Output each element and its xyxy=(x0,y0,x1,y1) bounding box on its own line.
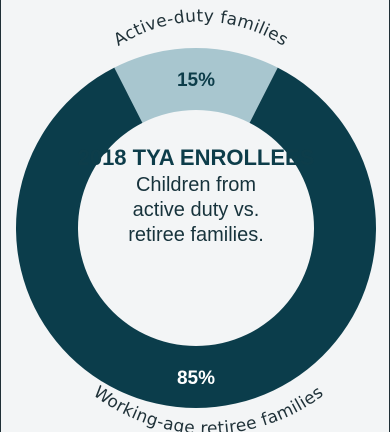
subtitle-line: retiree families. xyxy=(128,224,264,246)
slice-value-retiree: 85% xyxy=(177,368,215,389)
donut-slice-0 xyxy=(114,48,278,123)
slice-value-active-duty: 15% xyxy=(177,70,215,91)
subtitle-line: Children from xyxy=(135,174,257,196)
donut-slices xyxy=(15,48,376,408)
donut-slice-1 xyxy=(15,67,376,408)
subtitle-line: active duty vs. xyxy=(132,199,260,221)
slice-label-active-duty: Active-duty families xyxy=(110,6,291,50)
chart-title: 2018 TYA ENROLLEES xyxy=(77,145,315,170)
center-caption: 2018 TYA ENROLLEES Children from active … xyxy=(1,145,390,248)
chart-subtitle: Children from active duty vs. retiree fa… xyxy=(1,173,390,248)
